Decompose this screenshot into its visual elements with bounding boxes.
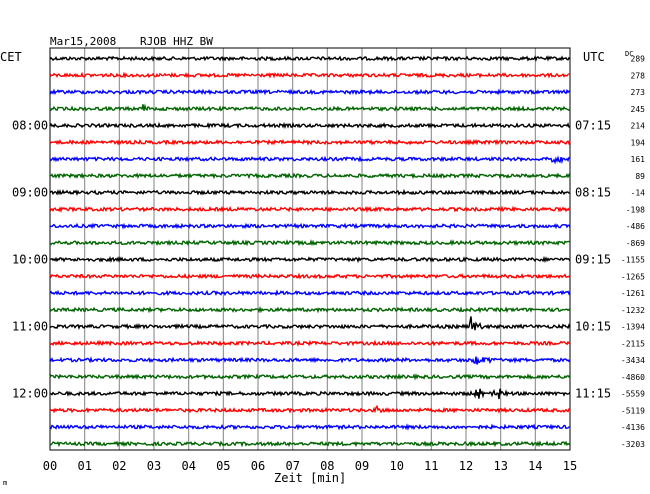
seismic-trace: [49, 289, 571, 297]
left-time-label: 11:00: [12, 320, 48, 334]
corner-mark: m: [3, 479, 7, 487]
x-tick-label: 10: [389, 459, 403, 473]
dc-offset-label: 273: [631, 88, 646, 97]
seismic-trace: [49, 356, 571, 365]
dc-offset-label: 161: [631, 155, 646, 164]
dc-offset-label: -869: [626, 239, 645, 248]
seismic-trace: [49, 305, 571, 314]
right-time-label: 11:15: [575, 387, 611, 401]
x-tick-label: 09: [355, 459, 369, 473]
x-tick-labels: 00 01 02 03 04 05 06 07 08 09 10 11 12 13 14 15: [43, 459, 577, 473]
seismic-trace: [49, 440, 571, 448]
dc-offset-label: -3203: [621, 440, 645, 449]
right-time-label: 08:15: [575, 186, 611, 200]
seismic-trace: [49, 423, 571, 431]
left-time-label: 08:00: [12, 119, 48, 133]
seismic-trace: [49, 404, 571, 414]
right-zone-label: UTC: [583, 50, 605, 64]
left-time-label: 10:00: [12, 253, 48, 267]
seismic-trace: [49, 222, 571, 230]
seismic-trace: [49, 239, 571, 247]
seismic-trace: [49, 55, 571, 62]
seismic-trace: [49, 71, 571, 79]
x-tick-label: 13: [493, 459, 507, 473]
dc-offset-label: -4860: [621, 373, 645, 382]
dc-offset-label: -2115: [621, 339, 645, 348]
left-time-labels: 08:00 09:00 10:00 11:00 12:00: [12, 119, 48, 401]
dc-label: DC: [625, 50, 633, 58]
x-tick-label: 06: [251, 459, 265, 473]
dc-offset-label: 289: [631, 55, 646, 64]
seismic-trace: [49, 255, 571, 264]
seismic-trace: [49, 316, 571, 331]
plot-frame: [49, 47, 571, 451]
dc-offset-label: -1155: [621, 256, 645, 265]
x-tick-label: 07: [285, 459, 299, 473]
x-axis-label: Zeit [min]: [274, 471, 346, 485]
dc-offset-labels: 289 278 273 245 214 194 161 89 -14 -198 -486 -869 -1…: [621, 55, 645, 449]
dc-offset-label: 89: [635, 172, 645, 181]
x-tick-label: 00: [43, 459, 57, 473]
seismic-trace: [49, 172, 571, 180]
dc-offset-label: -486: [626, 222, 645, 231]
x-tick-label: 15: [563, 459, 577, 473]
dc-offset-label: -5119: [621, 406, 645, 415]
x-tick-label: 12: [459, 459, 473, 473]
x-tick-label: 14: [528, 459, 542, 473]
right-time-label: 07:15: [575, 119, 611, 133]
seismic-trace: [49, 121, 571, 130]
x-tick-label: 04: [181, 459, 195, 473]
dc-offset-label: -5559: [621, 390, 645, 399]
seismic-trace: [49, 373, 571, 381]
left-time-label: 09:00: [12, 186, 48, 200]
seismic-trace: [49, 188, 571, 197]
left-zone-label: CET: [0, 50, 22, 64]
x-tick-label: 05: [216, 459, 230, 473]
dc-offset-label: -198: [626, 205, 645, 214]
seismic-trace: [49, 388, 571, 400]
x-tick-label: 03: [147, 459, 161, 473]
seismic-trace: [49, 272, 571, 280]
x-tick-label: 01: [77, 459, 91, 473]
right-time-label: 09:15: [575, 253, 611, 267]
dc-offset-label: -14: [631, 189, 646, 198]
dc-offset-label: -1261: [621, 289, 645, 298]
right-time-labels: 07:15 08:15 09:15 10:15 11:15: [575, 119, 611, 401]
seismic-trace: [49, 138, 571, 146]
right-time-label: 10:15: [575, 320, 611, 334]
dc-offset-label: -4136: [621, 423, 645, 432]
dc-offset-label: -1394: [621, 323, 645, 332]
seismic-trace: [49, 103, 571, 113]
dc-offset-label: -1232: [621, 306, 645, 315]
dc-offset-label: -3434: [621, 356, 645, 365]
minute-grid: [84, 48, 536, 450]
seismic-trace: [49, 339, 571, 347]
x-tick-label: 11: [424, 459, 438, 473]
left-time-label: 12:00: [12, 387, 48, 401]
dc-offset-label: 278: [631, 71, 646, 80]
trace-group: [49, 55, 571, 448]
dc-offset-label: 214: [631, 122, 646, 131]
header-date: Mar15,2008: [50, 35, 116, 48]
seismic-trace: [49, 155, 571, 165]
x-tick-label: 02: [112, 459, 126, 473]
dc-offset-label: -1265: [621, 272, 645, 281]
x-tick-label: 08: [320, 459, 334, 473]
seismic-trace: [49, 88, 571, 96]
header-station: RJOB HHZ BW: [140, 35, 213, 48]
seismic-trace: [49, 205, 571, 214]
dc-offset-label: 245: [631, 105, 646, 114]
dc-offset-label: 194: [631, 138, 646, 147]
